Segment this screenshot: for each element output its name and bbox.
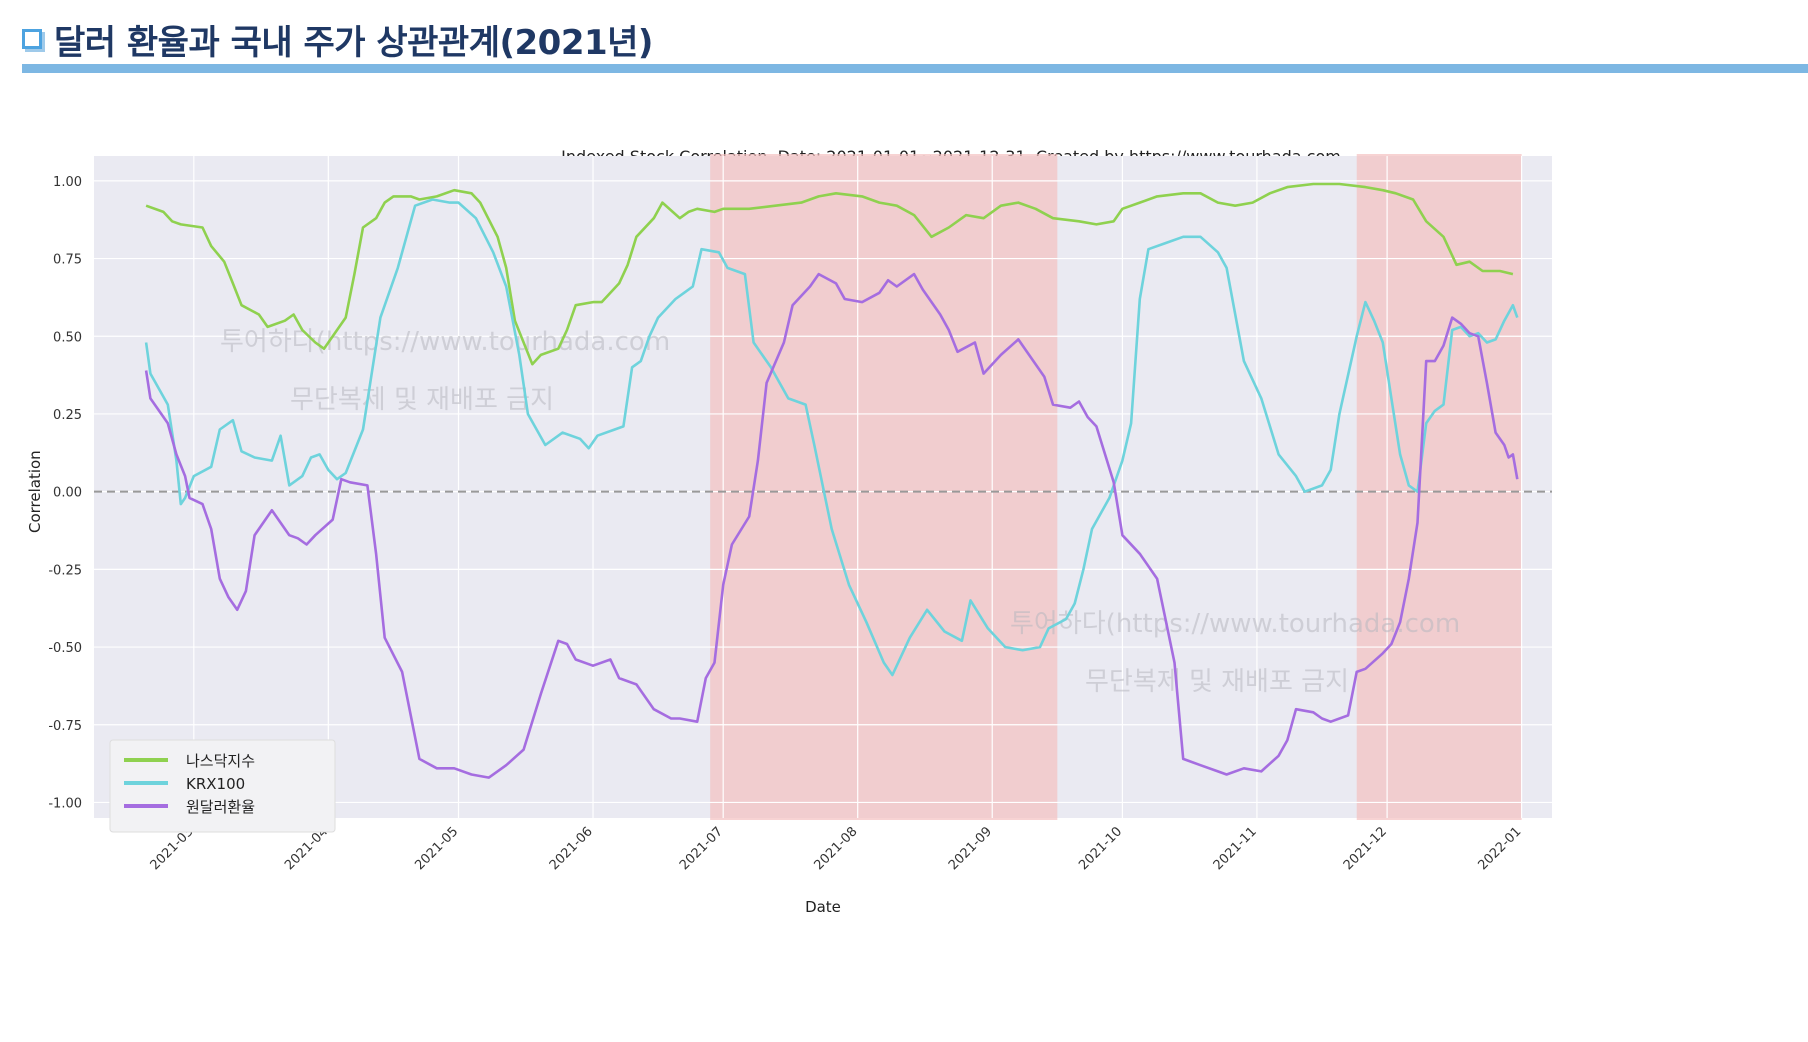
correlation-line-chart: Indexed Stock Correlation, Date: 2021-01… <box>26 147 1552 916</box>
x-tick-label: 2021-12 <box>1341 824 1390 873</box>
watermark-line2: 무단복제 및 재배포 금지 <box>1085 667 1349 697</box>
series-lines <box>144 182 1519 779</box>
y-tick-label: -1.00 <box>48 796 82 811</box>
x-tick-label: 2021-07 <box>677 824 726 873</box>
series-line-3 <box>144 272 1519 779</box>
y-tick-label: 0.50 <box>53 330 82 345</box>
y-tick-label: 0.25 <box>53 408 82 423</box>
y-tick-label: 0.00 <box>53 486 82 501</box>
y-tick-label: -0.75 <box>48 719 82 734</box>
watermark-line1: 투어하다(https://www.tourhada.com <box>1010 609 1460 639</box>
y-axis-label: Correlation <box>26 450 44 533</box>
x-tick-label: 2021-10 <box>1076 824 1125 873</box>
square-bullet-icon <box>22 29 42 49</box>
watermarks: 투어하다(https://www.tourhada.com 무단복제 및 재배포 … <box>220 327 1460 697</box>
y-tick-label: 1.00 <box>53 175 82 190</box>
legend: 나스닥지수 KRX100 원달러환율 <box>109 739 336 833</box>
y-tick-label: -0.50 <box>48 641 82 656</box>
shaded-regions <box>710 154 1522 820</box>
series-line-2 <box>144 198 1519 677</box>
series-line-1 <box>145 182 1514 366</box>
shaded-region-1 <box>710 154 1058 820</box>
y-tick-label: 0.75 <box>53 253 82 268</box>
x-axis-label: Date <box>805 898 841 916</box>
grid-lines <box>94 156 1552 818</box>
x-tick-label: 2021-06 <box>547 824 596 873</box>
x-axis-ticks: 2021-03 2021-04 2021-05 2021-06 2021-07 2021-… <box>148 824 1525 873</box>
legend-label: KRX100 <box>186 775 245 793</box>
legend-label: 나스닥지수 <box>186 752 255 770</box>
x-tick-label: 2021-08 <box>812 824 861 873</box>
watermark-line1: 투어하다(https://www.tourhada.com <box>220 327 670 357</box>
y-axis-ticks: 1.00 0.75 0.50 0.25 0.00 -0.25 -0.50 -0.75 -1.00 <box>48 175 82 812</box>
legend-label: 원달러환율 <box>186 798 255 816</box>
y-tick-label: -0.25 <box>48 563 82 578</box>
x-tick-label: 2021-05 <box>412 824 461 873</box>
x-tick-label: 2021-11 <box>1211 824 1260 873</box>
watermark-line2: 무단복제 및 재배포 금지 <box>290 385 554 415</box>
header-underline <box>22 64 1808 73</box>
legend-box <box>109 739 336 833</box>
page-header: 달러 환율과 국내 주가 상관관계(2021년) <box>22 14 653 64</box>
x-tick-label: 2022-01 <box>1475 824 1524 873</box>
x-tick-label: 2021-09 <box>946 824 995 873</box>
shaded-region-2 <box>1356 154 1522 820</box>
page-title: 달러 환율과 국내 주가 상관관계(2021년) <box>54 22 653 63</box>
